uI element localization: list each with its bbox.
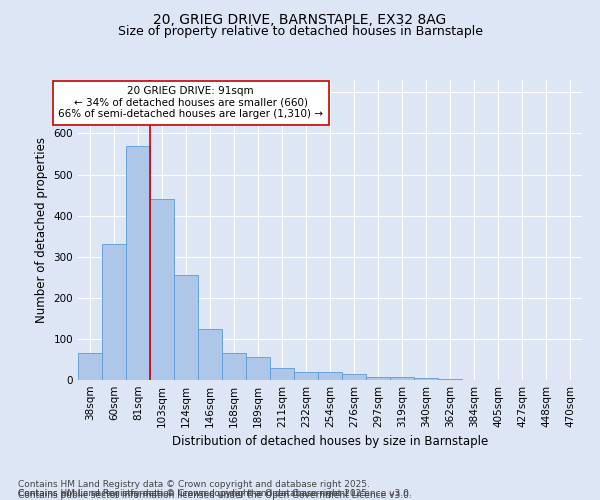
Bar [294, 372, 318, 380]
Text: Contains public sector information licensed under the Open Government Licence v3: Contains public sector information licen… [18, 488, 412, 498]
Bar [78, 354, 102, 380]
Bar [318, 372, 342, 380]
Bar [246, 358, 270, 380]
Bar [390, 376, 414, 380]
X-axis label: Distribution of detached houses by size in Barnstaple: Distribution of detached houses by size … [172, 436, 488, 448]
Text: Contains public sector information licensed under the Open Government Licence v3: Contains public sector information licen… [18, 491, 412, 500]
Bar [102, 244, 126, 380]
Text: 20 GRIEG DRIVE: 91sqm
← 34% of detached houses are smaller (660)
66% of semi-det: 20 GRIEG DRIVE: 91sqm ← 34% of detached … [58, 86, 323, 120]
Text: Size of property relative to detached houses in Barnstaple: Size of property relative to detached ho… [118, 25, 482, 38]
Text: 20, GRIEG DRIVE, BARNSTAPLE, EX32 8AG: 20, GRIEG DRIVE, BARNSTAPLE, EX32 8AG [154, 12, 446, 26]
Bar [342, 374, 366, 380]
Bar [366, 376, 390, 380]
Bar [270, 368, 294, 380]
Bar [126, 146, 150, 380]
Text: Contains HM Land Registry data © Crown copyright and database right 2025.: Contains HM Land Registry data © Crown c… [18, 480, 370, 489]
Bar [198, 328, 222, 380]
Text: Contains HM Land Registry data © Crown copyright and database right 2025.: Contains HM Land Registry data © Crown c… [18, 488, 370, 498]
Bar [438, 379, 462, 380]
Y-axis label: Number of detached properties: Number of detached properties [35, 137, 48, 323]
Bar [414, 378, 438, 380]
Bar [174, 275, 198, 380]
Bar [150, 199, 174, 380]
Bar [222, 354, 246, 380]
